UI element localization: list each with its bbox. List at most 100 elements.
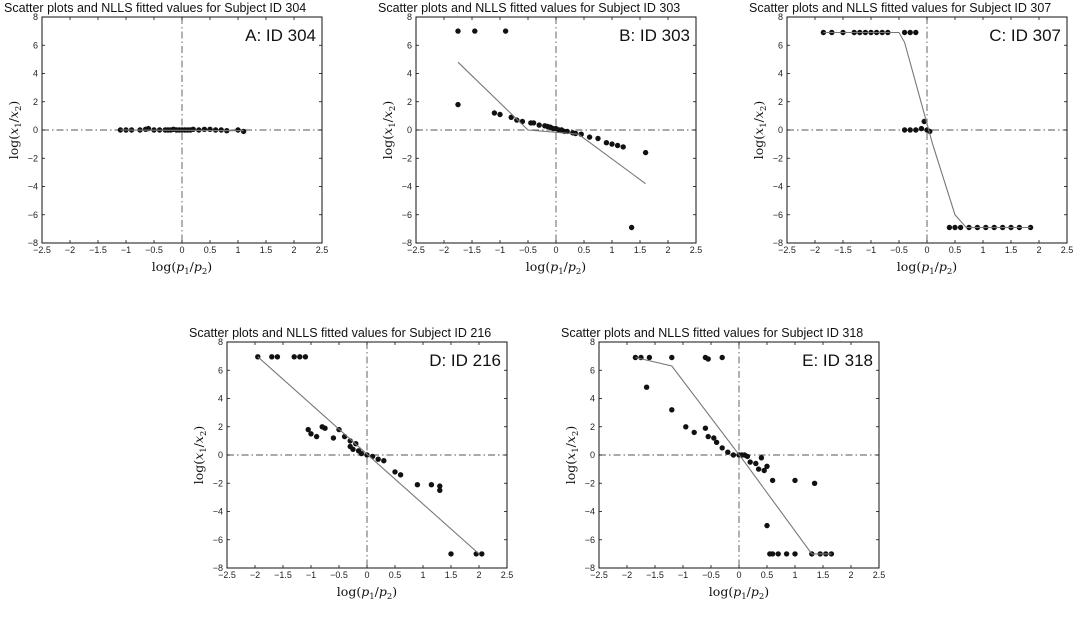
data-point	[586, 134, 593, 140]
data-point	[628, 224, 635, 231]
y-tick-label: 0	[590, 450, 595, 460]
data-point	[761, 467, 767, 474]
x-tick-label: 0.5	[761, 570, 774, 580]
y-axis-label: log(x1/x2)	[191, 426, 209, 484]
x-tick-label: 0	[179, 245, 184, 255]
y-tick-label: −8	[213, 563, 223, 573]
x-tick-label: −1	[121, 245, 131, 255]
chart-svg: Scatter plots and NLLS fitted values for…	[4, 1, 328, 277]
x-tick-label: 2	[476, 570, 481, 580]
data-point	[305, 426, 311, 433]
x-tick-label: 0	[364, 570, 369, 580]
y-tick-label: −6	[585, 535, 595, 545]
panel-label: A: ID 304	[245, 26, 316, 45]
y-tick-label: 4	[218, 394, 223, 404]
data-point	[669, 407, 675, 413]
chart-title: Scatter plots and NLLS fitted values for…	[189, 326, 491, 340]
data-point	[792, 477, 798, 484]
y-tick-label: 2	[218, 422, 223, 432]
data-point	[240, 128, 247, 135]
data-point	[758, 455, 765, 461]
x-tick-label: −2	[622, 570, 632, 580]
y-tick-label: −2	[28, 153, 38, 163]
data-point	[614, 142, 621, 149]
data-point	[719, 354, 725, 361]
data-point	[302, 354, 309, 360]
data-point	[502, 28, 509, 34]
data-point	[330, 435, 337, 441]
data-point	[609, 141, 615, 147]
x-tick-label: −0.5	[890, 245, 908, 255]
x-tick-label: 1.5	[260, 245, 273, 255]
y-tick-label: −6	[773, 210, 783, 220]
data-point	[769, 551, 776, 557]
y-tick-label: 0	[33, 125, 38, 135]
y-tick-label: −8	[585, 563, 595, 573]
y-tick-label: 6	[778, 40, 783, 50]
y-tick-label: −6	[213, 535, 223, 545]
data-point	[595, 135, 601, 142]
y-tick-label: 8	[407, 12, 412, 22]
data-point	[642, 149, 649, 156]
y-tick-label: −6	[28, 210, 38, 220]
x-tick-label: 1.5	[1005, 245, 1018, 255]
data-point	[350, 446, 356, 452]
y-tick-label: −8	[773, 238, 783, 248]
chart-svg: Scatter plots and NLLS fitted values for…	[189, 326, 513, 602]
fitted-line	[457, 61, 646, 185]
chart-svg: Scatter plots and NLLS fitted values for…	[378, 1, 703, 277]
chart-panel: Scatter plots and NLLS fitted values for…	[374, 0, 724, 305]
x-tick-label: −2	[65, 245, 75, 255]
panel-label: E: ID 318	[802, 351, 873, 370]
data-point	[753, 460, 759, 467]
data-point	[364, 452, 370, 458]
y-axis-label: log(x1/x2)	[6, 101, 24, 159]
y-axis-label: log(x1/x2)	[563, 426, 581, 484]
y-tick-label: −4	[773, 182, 783, 192]
x-tick-label: 1.5	[445, 570, 458, 580]
data-point	[235, 127, 241, 133]
x-tick-label: 2	[1036, 245, 1041, 255]
data-point	[455, 28, 461, 34]
chart-panel: Scatter plots and NLLS fitted values for…	[185, 325, 535, 630]
data-point	[901, 29, 908, 36]
x-tick-label: 1	[792, 570, 797, 580]
data-point	[764, 522, 770, 529]
data-point	[274, 354, 281, 360]
y-tick-label: 4	[778, 69, 783, 79]
data-point	[702, 425, 709, 431]
data-point	[381, 458, 387, 464]
data-point	[448, 551, 454, 557]
y-tick-label: 8	[778, 12, 783, 22]
x-tick-label: −1.5	[646, 570, 664, 580]
data-point	[530, 120, 537, 126]
x-tick-label: 1	[235, 245, 240, 255]
x-tick-label: 2.5	[690, 245, 703, 255]
data-point	[811, 480, 818, 486]
data-point	[322, 425, 328, 431]
x-tick-label: 0.5	[578, 245, 591, 255]
x-tick-label: 0	[924, 245, 929, 255]
y-tick-label: −8	[402, 238, 412, 248]
x-tick-label: 2	[665, 245, 670, 255]
data-point	[669, 354, 675, 361]
data-point	[375, 456, 381, 462]
panel-label: C: ID 307	[989, 26, 1061, 45]
data-point	[783, 551, 790, 557]
x-tick-label: −0.5	[702, 570, 720, 580]
x-tick-label: −2	[250, 570, 260, 580]
data-point	[711, 435, 717, 441]
x-tick-label: 1.5	[634, 245, 647, 255]
y-tick-label: 2	[590, 422, 595, 432]
data-point	[508, 114, 514, 121]
data-point	[901, 127, 908, 133]
y-tick-label: −6	[402, 210, 412, 220]
x-tick-label: 0.5	[949, 245, 962, 255]
data-point	[913, 29, 919, 36]
data-point	[603, 140, 610, 146]
x-tick-label: −2.5	[33, 245, 51, 255]
data-point	[201, 126, 208, 132]
data-point	[719, 445, 725, 451]
chart-panel: Scatter plots and NLLS fitted values for…	[745, 0, 1089, 305]
x-tick-label: 2.5	[873, 570, 886, 580]
